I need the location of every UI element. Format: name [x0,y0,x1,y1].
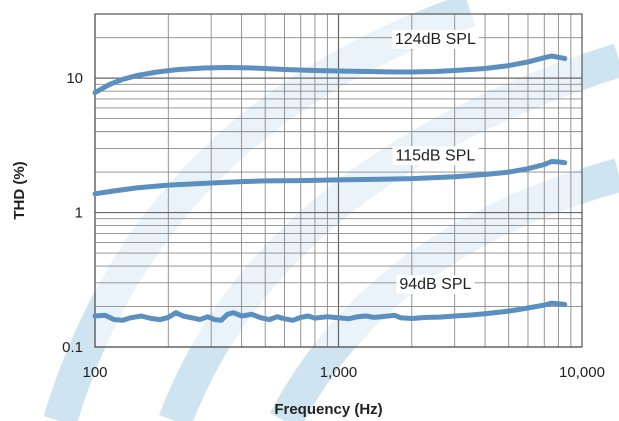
plot-frame [94,13,583,348]
series-label-background [396,275,475,295]
x-tick-label: 1,000 [320,364,358,381]
x-tick-label: 10,000 [559,364,605,381]
series-label-124db-spl: 124dB SPL [395,31,476,48]
series-lines [92,53,568,323]
y-tick-label: 10 [66,70,83,87]
x-tick-label: 100 [82,364,107,381]
series-labels: 124dB SPL 115dB SPL 94dB SPL [391,29,479,295]
y-tick-labels: 0.1 1 10 [62,70,83,356]
series-line-115db-spl [92,159,568,197]
series-line-94db-spl [92,300,568,323]
y-tick-label: 0.1 [62,339,83,356]
series-label-115db-spl: 115dB SPL [396,147,476,164]
y-tick-label: 1 [75,205,83,222]
series-label-background [391,29,479,49]
x-tick-labels: 100 1,000 10,000 [82,364,604,381]
series-label-background [392,146,479,166]
series-line-124db-spl [92,53,568,96]
series-label-94db-spl: 94dB SPL [399,276,471,293]
x-axis-title: Frequency (Hz) [274,401,382,418]
y-axis-title: THD (%) [11,161,28,219]
